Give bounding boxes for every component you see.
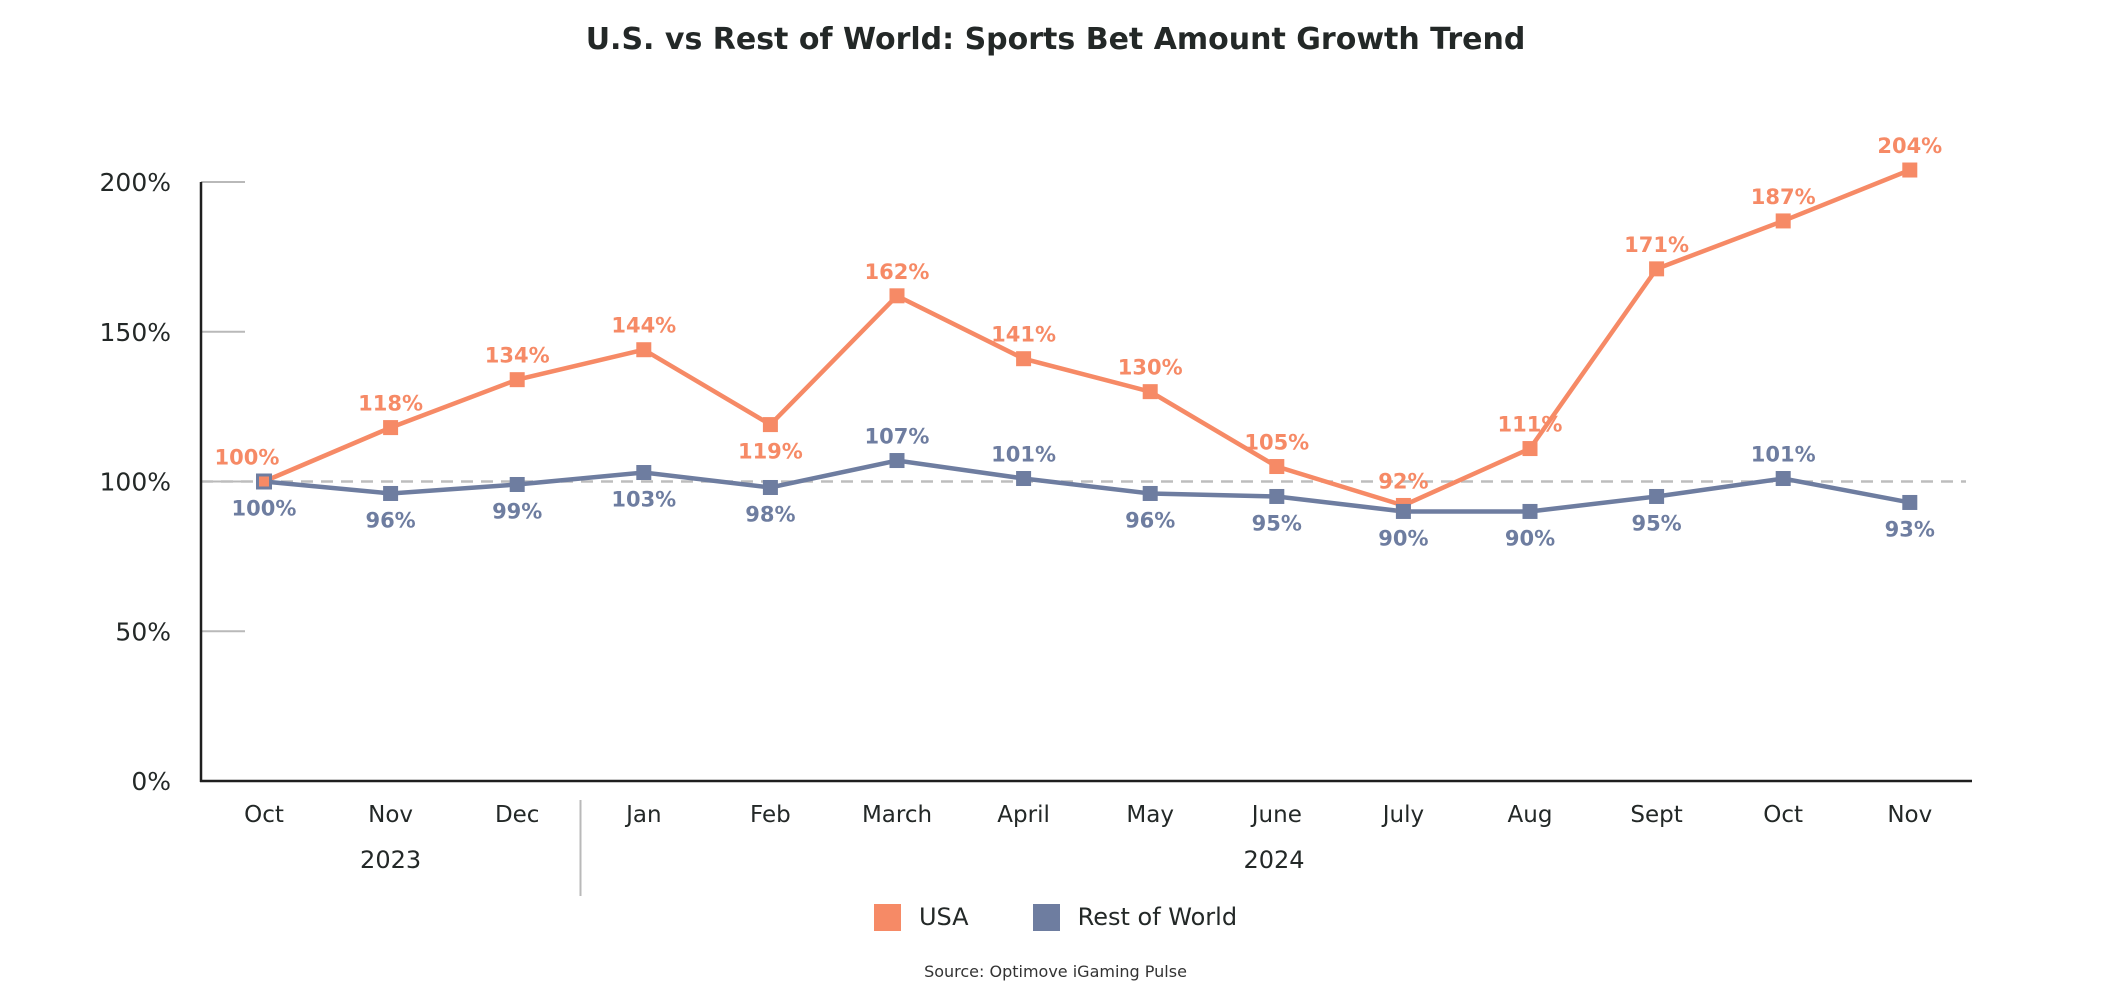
marker-usa xyxy=(1016,351,1032,367)
x-tick-label: May xyxy=(1126,802,1174,828)
data-label-usa: 118% xyxy=(358,392,423,416)
marker-rest-of-world xyxy=(1269,488,1285,504)
data-label-usa: 187% xyxy=(1751,185,1816,209)
year-label-2023: 2023 xyxy=(360,846,421,874)
marker-rest-of-world xyxy=(889,453,905,469)
marker-usa xyxy=(762,417,778,433)
source-note: Source: Optimove iGaming Pulse xyxy=(924,962,1187,981)
data-label-usa: 111% xyxy=(1498,413,1563,437)
data-label-rest-of-world: 100% xyxy=(232,497,297,521)
marker-usa xyxy=(1522,441,1538,457)
marker-usa xyxy=(1269,459,1285,475)
x-tick-label: Aug xyxy=(1508,802,1553,828)
x-tick-label: Sept xyxy=(1630,802,1682,828)
marker-rest-of-world xyxy=(636,465,652,481)
data-label-rest-of-world: 90% xyxy=(1378,526,1428,550)
y-tick-label: 200% xyxy=(100,168,171,197)
marker-usa-overlap xyxy=(259,476,269,487)
data-label-usa: 119% xyxy=(738,440,803,464)
x-tick-label: Jan xyxy=(624,802,661,828)
legend-swatch-usa xyxy=(873,903,901,931)
y-tick-label: 150% xyxy=(100,318,171,347)
data-label-usa: 100% xyxy=(215,446,280,470)
y-tick-label: 0% xyxy=(131,767,171,796)
marker-rest-of-world xyxy=(1775,471,1791,487)
data-label-usa: 130% xyxy=(1118,356,1183,380)
marker-rest-of-world xyxy=(1522,503,1538,519)
marker-rest-of-world xyxy=(1902,494,1918,510)
data-label-usa: 144% xyxy=(611,314,676,338)
legend-item-usa[interactable]: USA xyxy=(873,903,969,931)
data-label-rest-of-world: 96% xyxy=(1125,508,1175,532)
marker-rest-of-world xyxy=(1016,471,1032,487)
marker-usa xyxy=(1775,213,1791,229)
marker-rest-of-world xyxy=(1142,485,1158,501)
x-tick-label: Oct xyxy=(244,802,284,828)
data-label-rest-of-world: 95% xyxy=(1252,511,1302,535)
legend-item-rest-of-world[interactable]: Rest of World xyxy=(1032,903,1238,931)
data-label-rest-of-world: 99% xyxy=(492,499,542,523)
data-label-usa: 134% xyxy=(485,344,550,368)
legend: USA Rest of World xyxy=(0,903,2111,931)
data-label-rest-of-world: 90% xyxy=(1505,526,1555,550)
marker-rest-of-world xyxy=(762,479,778,495)
data-label-rest-of-world: 93% xyxy=(1885,517,1935,541)
data-label-rest-of-world: 101% xyxy=(1751,443,1816,467)
data-label-usa: 105% xyxy=(1244,431,1309,455)
legend-swatch-rest-of-world xyxy=(1032,903,1060,931)
x-tick-label: April xyxy=(997,802,1050,828)
marker-rest-of-world xyxy=(1649,488,1665,504)
marker-usa xyxy=(636,342,652,358)
x-tick-label: Nov xyxy=(1887,802,1932,828)
data-label-usa: 162% xyxy=(865,260,930,284)
x-tick-label: Oct xyxy=(1763,802,1803,828)
marker-usa xyxy=(383,420,399,436)
marker-rest-of-world xyxy=(383,485,399,501)
data-label-rest-of-world: 98% xyxy=(745,502,795,526)
marker-rest-of-world xyxy=(1395,503,1411,519)
x-tick-label: Nov xyxy=(368,802,413,828)
x-tick-label: June xyxy=(1250,802,1302,828)
x-tick-label: Dec xyxy=(495,802,540,828)
series-line-usa xyxy=(263,167,1911,508)
data-label-rest-of-world: 95% xyxy=(1631,511,1681,535)
data-label-usa: 171% xyxy=(1624,233,1689,257)
marker-usa xyxy=(1649,261,1665,277)
y-tick-label: 100% xyxy=(100,468,171,497)
x-tick-label: March xyxy=(862,802,932,828)
chart-title: U.S. vs Rest of World: Sports Bet Amount… xyxy=(585,22,1526,57)
marker-usa xyxy=(1142,384,1158,400)
marker-usa xyxy=(509,372,525,388)
x-tick-label: July xyxy=(1381,802,1424,828)
data-label-usa: 141% xyxy=(991,323,1056,347)
data-label-rest-of-world: 107% xyxy=(865,425,930,449)
series-line-rest-of-world xyxy=(263,458,1911,514)
data-label-usa: 92% xyxy=(1378,469,1428,493)
data-label-rest-of-world: 96% xyxy=(365,508,415,532)
data-label-rest-of-world: 101% xyxy=(991,443,1056,467)
data-label-rest-of-world: 103% xyxy=(611,488,676,512)
marker-rest-of-world xyxy=(509,476,525,492)
y-tick-label: 50% xyxy=(115,617,171,646)
data-label-usa: 204% xyxy=(1877,134,1942,158)
x-tick-label: Feb xyxy=(750,802,791,828)
marker-usa xyxy=(889,288,905,304)
legend-label-rest-of-world: Rest of World xyxy=(1077,903,1238,931)
legend-label-usa: USA xyxy=(918,903,969,931)
marker-usa xyxy=(1902,162,1918,178)
year-label-2024: 2024 xyxy=(1243,846,1304,874)
